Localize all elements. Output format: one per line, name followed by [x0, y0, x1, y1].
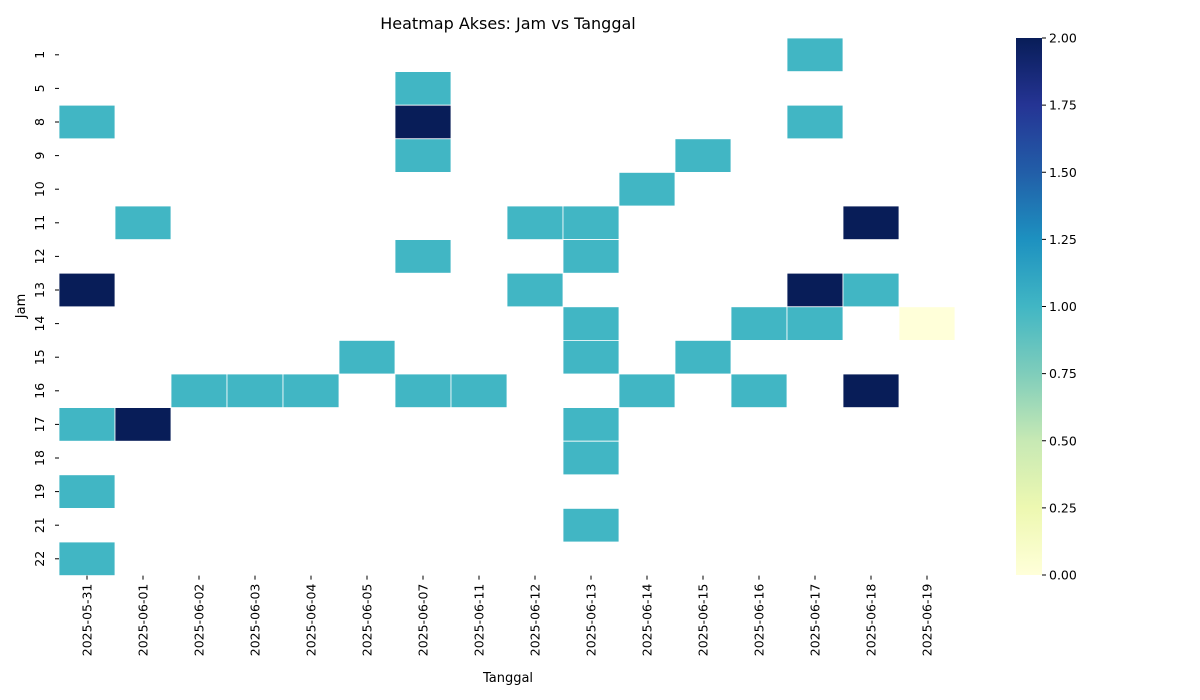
x-tick-label: 2025-06-01 — [136, 584, 151, 657]
heatmap-cell — [674, 339, 732, 375]
heatmap-cell — [58, 272, 116, 308]
heatmap-cell — [562, 239, 620, 274]
x-tick-label: 2025-06-17 — [808, 584, 823, 657]
heatmap-cell — [394, 373, 452, 408]
heatmap-cell — [394, 138, 452, 173]
x-axis-label: Tanggal — [482, 671, 533, 686]
colorbar-tick-label: 1.75 — [1049, 98, 1077, 113]
heatmap-cell — [394, 71, 452, 106]
heatmap-cell — [842, 272, 900, 308]
heatmap-cell — [506, 205, 564, 240]
colorbar — [1016, 38, 1042, 575]
heatmap-cell — [730, 306, 788, 341]
heatmap-cell — [58, 541, 116, 576]
heatmap-cell — [114, 205, 172, 240]
y-tick-label: 14 — [32, 316, 47, 332]
heatmap-cell — [114, 407, 172, 442]
x-tick-label: 2025-06-05 — [360, 584, 375, 657]
x-tick-label: 2025-06-14 — [640, 584, 655, 657]
heatmap-cell — [226, 373, 284, 408]
x-tick-label: 2025-06-18 — [864, 584, 879, 657]
y-tick-label: 15 — [32, 349, 47, 365]
chart-title: Heatmap Akses: Jam vs Tanggal — [380, 14, 636, 33]
heatmap-cell — [58, 407, 116, 442]
x-tick-label: 2025-06-07 — [416, 584, 431, 657]
colorbar-tick-label: 1.00 — [1049, 299, 1077, 314]
y-tick-label: 17 — [32, 416, 47, 432]
heatmap-cell — [562, 507, 620, 543]
y-axis-label: Jam — [14, 294, 29, 319]
x-tick-label: 2025-06-12 — [528, 584, 543, 657]
y-tick-label: 10 — [32, 181, 47, 197]
colorbar-tick-label: 1.25 — [1049, 232, 1077, 247]
heatmap-cell — [786, 37, 844, 72]
heatmap-cell — [394, 239, 452, 274]
y-tick-label: 5 — [32, 84, 47, 92]
heatmap-cell — [618, 171, 676, 207]
heatmap-cell — [58, 104, 116, 140]
y-tick-label: 16 — [32, 383, 47, 399]
heatmap-cell — [282, 373, 340, 408]
heatmap-cell — [562, 440, 620, 476]
heatmap-cell — [730, 373, 788, 408]
heatmap-cell — [786, 306, 844, 341]
heatmap-cell — [898, 306, 956, 341]
heatmap-cell — [562, 407, 620, 442]
colorbar-tick-label: 0.50 — [1049, 433, 1077, 448]
heatmap-cell — [450, 373, 508, 408]
x-tick-label: 2025-06-15 — [696, 584, 711, 657]
heatmap-cell — [394, 104, 452, 140]
heatmap-cell — [562, 306, 620, 341]
x-axis: 2025-05-31 2025-06-01 2025-06-02 2025-06-03… — [80, 575, 935, 657]
y-tick-label: 18 — [32, 450, 47, 466]
heatmap-cell — [170, 373, 228, 408]
colorbar-ticks: 0.00 0.25 0.50 0.75 1.00 1.25 1.50 1.75 2.00 — [1042, 31, 1077, 583]
x-tick-label: 2025-06-11 — [472, 584, 487, 657]
heatmap-cell — [338, 339, 396, 375]
y-tick-label: 8 — [32, 118, 47, 126]
x-tick-label: 2025-06-02 — [192, 584, 207, 657]
heatmap-cells — [58, 37, 956, 576]
colorbar-tick-label: 1.50 — [1049, 165, 1077, 180]
heatmap-cell — [786, 104, 844, 140]
colorbar-tick-label: 2.00 — [1049, 31, 1077, 46]
heatmap-cell — [562, 339, 620, 375]
x-tick-label: 2025-06-16 — [752, 584, 767, 657]
heatmap-cell — [786, 272, 844, 308]
x-tick-label: 2025-06-13 — [584, 584, 599, 657]
heatmap-cell — [618, 373, 676, 408]
colorbar-tick-label: 0.00 — [1049, 568, 1077, 583]
x-tick-label: 2025-06-04 — [304, 584, 319, 657]
colorbar-tick-label: 0.25 — [1049, 500, 1077, 515]
y-tick-label: 12 — [32, 248, 47, 264]
y-tick-label: 1 — [32, 51, 47, 59]
y-tick-label: 13 — [32, 282, 47, 298]
heatmap-cell — [58, 474, 116, 509]
heatmap-cell — [674, 138, 732, 173]
y-tick-label: 11 — [32, 215, 47, 231]
heatmap-cell — [506, 272, 564, 308]
x-tick-label: 2025-06-19 — [920, 584, 935, 657]
heatmap-cell — [842, 205, 900, 240]
y-tick-label: 22 — [32, 551, 47, 567]
y-tick-label: 21 — [32, 517, 47, 533]
x-tick-label: 2025-06-03 — [248, 584, 263, 657]
y-tick-label: 9 — [32, 152, 47, 160]
heatmap-cell — [562, 205, 620, 240]
x-tick-label: 2025-05-31 — [80, 584, 95, 657]
colorbar-tick-label: 0.75 — [1049, 366, 1077, 381]
heatmap-cell — [842, 373, 900, 408]
y-tick-label: 19 — [32, 484, 47, 500]
